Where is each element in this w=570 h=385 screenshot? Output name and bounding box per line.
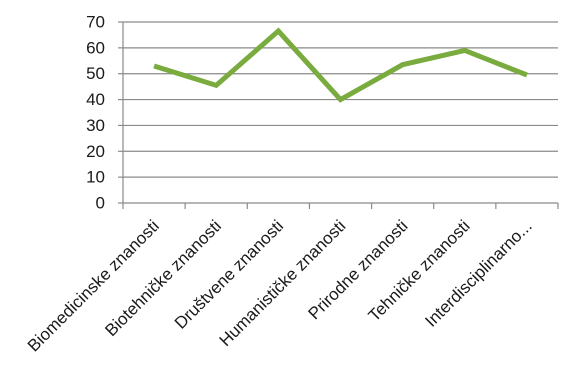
x-tick-label: Interdisciplinarno...: [421, 216, 535, 330]
y-tick-label: 40: [86, 90, 105, 109]
series-line: [153, 27, 528, 103]
gridlines: [123, 21, 558, 178]
y-tick-label: 70: [86, 13, 105, 32]
x-tick-label: Društvene znanosti: [171, 216, 287, 332]
y-tick-label: 20: [86, 142, 105, 161]
x-tick-label: Biotehničke znanosti: [101, 216, 225, 340]
series-lines: [153, 27, 528, 103]
y-tick-label: 0: [96, 194, 105, 213]
y-tick-label: 10: [86, 168, 105, 187]
y-tick-label: 30: [86, 116, 105, 135]
y-tick-label: 60: [86, 38, 105, 57]
axes: [118, 21, 559, 209]
x-tick-label: Humanističke znanosti: [216, 216, 350, 350]
y-axis-tick-labels: 0 10 20 30 40 50 60 70: [86, 13, 105, 213]
y-tick-label: 50: [86, 64, 105, 83]
